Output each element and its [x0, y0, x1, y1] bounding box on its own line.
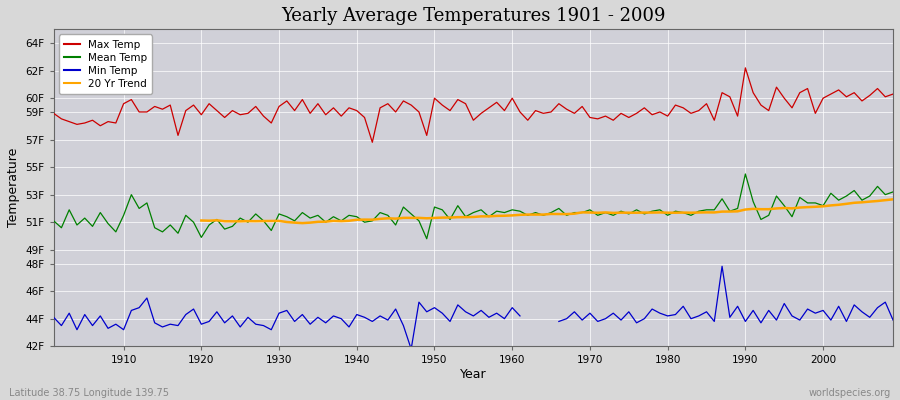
- Legend: Max Temp, Mean Temp, Min Temp, 20 Yr Trend: Max Temp, Mean Temp, Min Temp, 20 Yr Tre…: [58, 34, 152, 94]
- Y-axis label: Temperature: Temperature: [7, 148, 20, 228]
- Text: worldspecies.org: worldspecies.org: [809, 388, 891, 398]
- Text: Latitude 38.75 Longitude 139.75: Latitude 38.75 Longitude 139.75: [9, 388, 169, 398]
- Title: Yearly Average Temperatures 1901 - 2009: Yearly Average Temperatures 1901 - 2009: [281, 7, 666, 25]
- X-axis label: Year: Year: [460, 368, 487, 381]
